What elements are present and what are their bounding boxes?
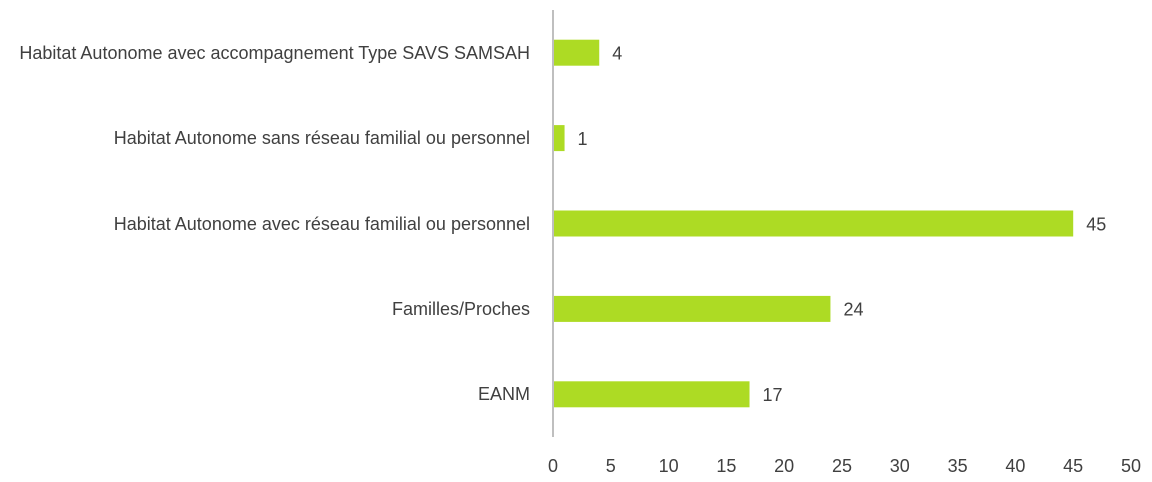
y-tick-label: Habitat Autonome avec réseau familial ou…: [113, 213, 530, 234]
x-tick-label: 45: [1063, 456, 1083, 476]
x-tick-label: 30: [890, 456, 910, 476]
y-tick-label: Habitat Autonome avec accompagnement Typ…: [19, 42, 530, 63]
bar: [553, 125, 565, 152]
data-label: 24: [843, 300, 863, 320]
bar: [553, 210, 1074, 237]
x-tick-label: 10: [659, 456, 679, 476]
data-label: 1: [578, 129, 588, 149]
y-tick-label: EANM: [477, 384, 530, 405]
y-tick-label: Habitat Autonome sans réseau familial ou…: [113, 128, 530, 149]
x-tick-label: 5: [606, 456, 616, 476]
bar: [553, 381, 750, 408]
bar: [553, 295, 831, 322]
x-tick-label: 25: [832, 456, 852, 476]
data-label: 45: [1086, 214, 1106, 234]
x-tick-label: 0: [548, 456, 558, 476]
x-tick-label: 40: [1005, 456, 1025, 476]
data-label: 17: [763, 385, 783, 405]
bar: [553, 39, 600, 66]
x-tick-label: 20: [774, 456, 794, 476]
data-label: 4: [612, 43, 622, 63]
x-tick-label: 35: [948, 456, 968, 476]
x-tick-label: 15: [716, 456, 736, 476]
x-tick-label: 50: [1121, 456, 1141, 476]
y-tick-label: Familles/Proches: [391, 298, 530, 319]
